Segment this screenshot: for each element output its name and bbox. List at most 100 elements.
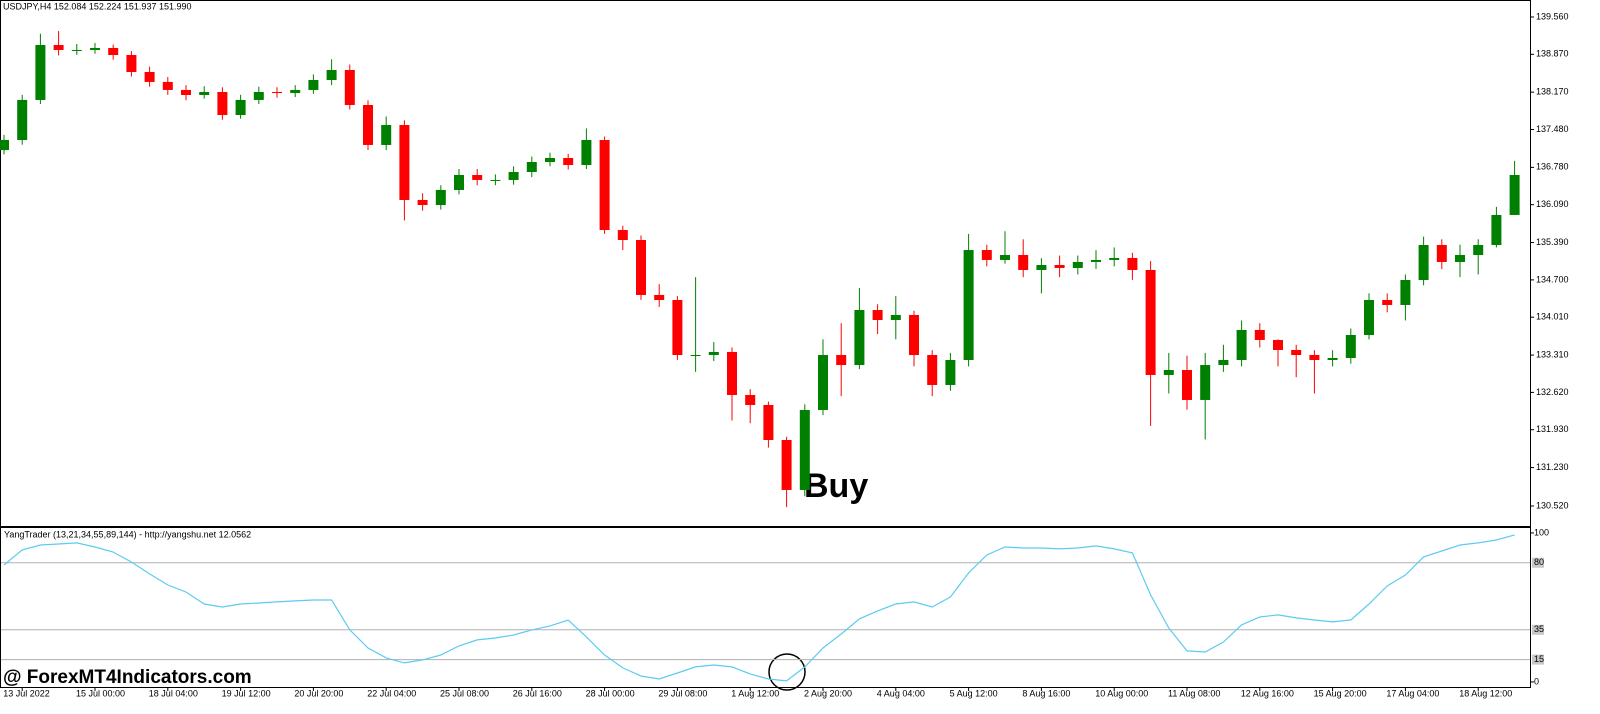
candle-body (508, 172, 519, 180)
y-tick-label: 131.930 (1536, 424, 1569, 434)
candle-body (1400, 279, 1411, 305)
candle-body (563, 158, 574, 165)
candle-body (1163, 369, 1174, 375)
candle-body (963, 250, 974, 360)
candle-body (1327, 357, 1338, 360)
candle-body (854, 310, 865, 366)
y-tick-label: 136.780 (1536, 162, 1569, 172)
x-tick-label: 28 Jul 00:00 (586, 688, 635, 698)
indicator-line (3, 534, 1515, 682)
candle-body (1291, 349, 1302, 356)
candle-body (1218, 359, 1229, 366)
candle-body (890, 314, 901, 321)
x-tick-label: 11 Aug 08:00 (1168, 688, 1220, 698)
candle-body (1054, 265, 1065, 268)
candle-body (1418, 244, 1429, 280)
candle-body (1072, 261, 1083, 268)
y-tick-label: 132.620 (1536, 387, 1569, 397)
candle-body (1345, 334, 1356, 358)
x-tick-label: 12 Aug 16:00 (1241, 688, 1294, 698)
candle-body (363, 104, 373, 145)
y-tick-label: 15 (1534, 654, 1544, 664)
x-tick-label: 26 Jul 16:00 (513, 688, 562, 698)
candle-body (490, 179, 501, 181)
candle-body (17, 99, 28, 140)
level-label-box (1532, 624, 1544, 635)
candle-body (162, 81, 173, 90)
candle-body (708, 351, 719, 356)
candle-body (727, 351, 737, 395)
candle-body (1236, 329, 1247, 360)
x-tick-label: 10 Aug 00:00 (1095, 688, 1148, 698)
candle-body (181, 89, 191, 95)
candle-body (799, 409, 810, 490)
candle-body (1254, 329, 1265, 340)
candle-body (690, 355, 701, 357)
y-tick-label: 0 (1534, 676, 1539, 686)
candle-body (836, 355, 847, 366)
candle-body (1200, 365, 1211, 400)
candle-body (927, 355, 938, 385)
candle-body (1109, 257, 1120, 260)
x-tick-label: 15 Aug 20:00 (1314, 688, 1367, 698)
watermark: @ ForexMT4Indicators.com (3, 667, 252, 688)
candle-body (1491, 214, 1502, 245)
x-tick-label: 19 Jul 12:00 (222, 688, 271, 698)
y-tick-label: 130.520 (1536, 500, 1569, 510)
x-tick-label: 25 Jul 08:00 (440, 688, 489, 698)
candle-body (108, 47, 119, 56)
x-tick-label: 18 Jul 04:00 (149, 688, 198, 698)
candle-body (126, 55, 137, 72)
candle-body (1018, 254, 1029, 270)
candle-body (654, 294, 665, 300)
candle-body (326, 69, 337, 81)
y-tick-label: 139.560 (1536, 11, 1569, 21)
candle-body (763, 404, 774, 440)
candle-body (454, 174, 464, 190)
candle-body (1000, 254, 1010, 260)
signal-circle (768, 653, 806, 691)
x-tick-label: 20 Jul 20:00 (294, 688, 343, 698)
candle-body (1182, 369, 1192, 400)
candle-body (1509, 174, 1520, 215)
candle-body (1382, 299, 1393, 305)
candle-body (981, 250, 992, 260)
candle-body (417, 199, 428, 206)
y-tick-label: 100 (1534, 527, 1549, 537)
candle-body (144, 71, 155, 82)
candle-body (581, 139, 592, 165)
y-tick-label: 135.390 (1536, 237, 1569, 247)
indicator-panel (0, 527, 1531, 688)
candle-body (1145, 269, 1156, 375)
y-tick-label: 134.010 (1536, 312, 1569, 322)
candle-body (1436, 244, 1447, 262)
y-tick-label: 136.090 (1536, 199, 1569, 209)
candle-body (1455, 254, 1465, 262)
x-tick-label: 13 Jul 2022 (3, 688, 50, 698)
level-label-box (1532, 654, 1544, 665)
candle-body (35, 45, 46, 100)
candle-body (217, 92, 228, 116)
candle-body (909, 314, 919, 356)
y-tick-label: 134.700 (1536, 274, 1569, 284)
buy-annotation: Buy (804, 467, 868, 505)
candle-body (781, 439, 792, 490)
candle-body (90, 47, 100, 50)
candle-body (253, 92, 264, 100)
candle-body (545, 158, 555, 163)
candle-body (818, 355, 828, 410)
candle-body (636, 240, 646, 295)
x-tick-label: 15 Jul 00:00 (76, 688, 125, 698)
candle-body (617, 230, 628, 241)
candle-body (526, 162, 537, 173)
y-tick-label: 138.170 (1536, 87, 1569, 97)
candle-body (872, 310, 883, 321)
x-tick-label: 18 Aug 12:00 (1459, 688, 1512, 698)
candle-body (344, 69, 355, 105)
candle-body (235, 99, 246, 116)
candle-body (1091, 259, 1101, 262)
candle-body (53, 45, 64, 50)
y-tick-label: 80 (1534, 557, 1544, 567)
level-label-box (1532, 557, 1544, 568)
